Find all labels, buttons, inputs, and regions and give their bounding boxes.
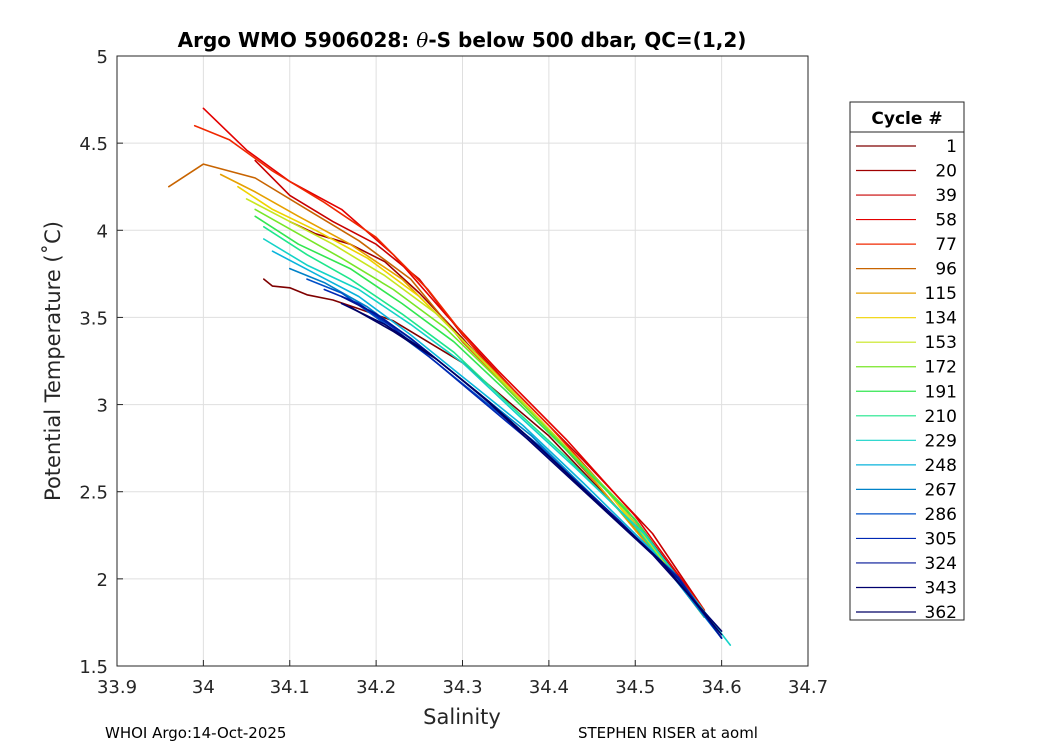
legend-label-153: 153 xyxy=(925,333,957,353)
series-cycle-191 xyxy=(254,215,706,617)
series-cycle-229 xyxy=(262,238,732,646)
legend-label-96: 96 xyxy=(935,260,957,280)
chart-title-suffix: -S below 500 dbar, QC=(1,2) xyxy=(428,28,746,52)
x-tick-label: 34.2 xyxy=(356,677,396,698)
legend-label-20: 20 xyxy=(935,162,957,182)
series-cycle-248 xyxy=(271,250,723,639)
data-series xyxy=(168,107,732,646)
legend: Cycle # 1 20 39 58 77 96 115 134 153 172 191 210 229… xyxy=(849,101,965,623)
legend-label-362: 362 xyxy=(925,603,957,623)
legend-label-115: 115 xyxy=(925,284,957,304)
legend-label-305: 305 xyxy=(925,529,957,549)
legend-label-172: 172 xyxy=(925,358,957,378)
series-cycle-362 xyxy=(349,306,723,636)
legend-label-39: 39 xyxy=(935,186,957,206)
series-cycle-1 xyxy=(262,278,706,619)
y-axis-label: Potential Temperature (˚C) xyxy=(41,221,65,501)
legend-box xyxy=(849,101,965,621)
axis-ticks: 33.9 34 34.1 34.2 34.3 34.4 34.5 34.6 34.71.522.… xyxy=(79,47,828,698)
footer-credit: WHOI Argo:14-Oct-2025 xyxy=(105,724,287,742)
legend-label-248: 248 xyxy=(925,456,957,476)
legend-label-1: 1 xyxy=(946,137,957,157)
legend-label-210: 210 xyxy=(925,407,957,427)
legend-entries: 1 20 39 58 77 96 115 134 153 172 191 210 229 248 267 28… xyxy=(856,137,957,623)
legend-label-324: 324 xyxy=(925,554,957,574)
x-tick-label: 33.9 xyxy=(97,677,137,698)
legend-label-134: 134 xyxy=(925,309,957,329)
x-tick-label: 34.7 xyxy=(788,677,828,698)
x-tick-label: 34.5 xyxy=(615,677,655,698)
chart-title: Argo WMO 5906028: θ-S below 500 dbar, QC… xyxy=(178,28,747,52)
y-tick-label: 4 xyxy=(97,221,108,242)
y-tick-label: 3 xyxy=(97,396,108,417)
y-tick-label: 5 xyxy=(97,47,108,68)
footer-operator: STEPHEN RISER at aoml xyxy=(578,724,758,742)
series-cycle-77 xyxy=(193,124,706,612)
y-tick-label: 4.5 xyxy=(79,134,108,155)
legend-label-58: 58 xyxy=(935,211,957,231)
y-tick-label: 2 xyxy=(97,570,108,591)
x-tick-label: 34.1 xyxy=(270,677,310,698)
x-tick-label: 34.6 xyxy=(702,677,742,698)
chart-title-theta: θ xyxy=(416,28,428,52)
legend-label-267: 267 xyxy=(925,480,957,500)
series-cycle-58 xyxy=(202,107,706,612)
legend-label-286: 286 xyxy=(925,505,957,525)
legend-label-343: 343 xyxy=(925,578,957,598)
x-tick-label: 34.4 xyxy=(529,677,569,698)
y-tick-label: 1.5 xyxy=(79,657,108,678)
x-axis-label: Salinity xyxy=(423,705,501,729)
legend-title: Cycle # xyxy=(871,109,942,129)
legend-label-229: 229 xyxy=(925,431,957,451)
x-tick-label: 34 xyxy=(192,677,215,698)
y-tick-label: 3.5 xyxy=(79,308,108,329)
chart-title-prefix: Argo WMO 5906028: xyxy=(178,28,417,52)
legend-label-191: 191 xyxy=(925,382,957,402)
series-cycle-172 xyxy=(254,208,706,617)
legend-label-77: 77 xyxy=(935,235,957,255)
y-tick-label: 2.5 xyxy=(79,483,108,504)
x-tick-label: 34.3 xyxy=(442,677,482,698)
